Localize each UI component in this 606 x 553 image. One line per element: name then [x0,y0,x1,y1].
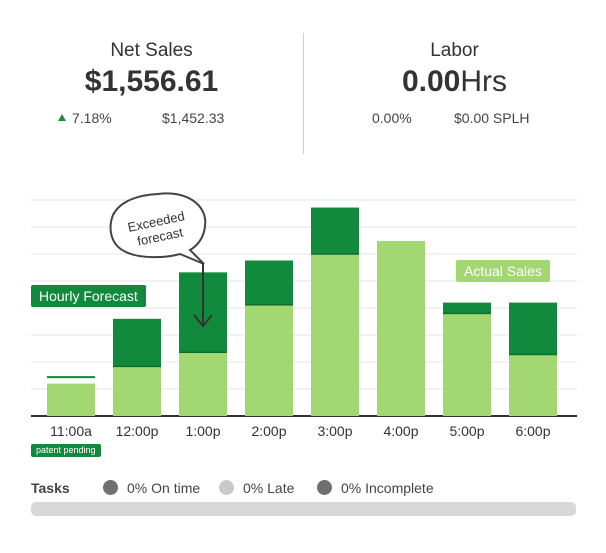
actual-sales-bar [245,304,293,416]
tasks-on-time: 0% On time [127,480,201,496]
forecast-bar [311,207,359,254]
x-tick-label: 1:00p [185,423,220,439]
labor-title: Labor [430,40,479,61]
x-tick-label: 2:00p [251,423,286,439]
net-sales-value: $1,556.61 [84,65,219,98]
labor-unit: Hrs [460,65,508,98]
hourly-forecast-legend: Hourly Forecast [31,285,146,307]
forecast-bar [113,318,161,367]
actual-sales-legend: Actual Sales [456,260,550,282]
on-time-status-dot [103,480,118,495]
x-tick-label: 5:00p [449,423,484,439]
net-sales-comparison: $1,452.33 [162,110,225,126]
exceeded-forecast-callout: Exceeded forecast [109,192,207,265]
actual-sales-bar [377,241,425,416]
callout-bubble [109,192,207,265]
x-tick-label: 3:00p [317,423,352,439]
actual-sales-bar [113,366,161,416]
net-sales-title: Net Sales [110,40,193,61]
net-sales-panel: Net Sales $1,556.61 [0,30,303,99]
x-tick-label: 4:00p [383,423,418,439]
labor-hours: 0.00 [401,65,461,98]
forecast-bar [245,260,293,305]
labor-panel: Labor 0.00Hrs [303,30,606,99]
chart-x-labels: 11:00a 12:00p 1:00p 2:00p 3:00p 4:00p 5:00p 6:0… [50,423,551,439]
net-sales-change: 7.18% [58,110,112,126]
actual-sales-bar [509,354,557,416]
up-arrow-icon [58,114,66,121]
tasks-incomplete: 0% Incomplete [341,480,434,496]
x-tick-label: 11:00a [50,423,92,439]
patent-pending-badge: patent pending [31,444,101,457]
incomplete-status-dot [317,480,332,495]
labor-percent: 0.00% [372,110,412,126]
actual-sales-bar [47,383,95,416]
forecast-bar [443,302,491,314]
actual-sales-bar [179,352,227,416]
labor-splh: $0.00 SPLH [454,110,530,126]
actual-sales-bar [443,313,491,416]
hourly-sales-chart: 11:00a 12:00p 1:00p 2:00p 3:00p 4:00p 5:00p 6:0… [31,192,577,439]
forecast-bar [509,302,557,355]
late-status-dot [219,480,234,495]
x-tick-label: 6:00p [515,423,550,439]
callout-arrow-head [193,314,213,328]
callout-arrow [193,263,213,328]
x-tick-label: 12:00p [116,423,159,439]
panel-divider [303,33,304,154]
actual-sales-bar [311,254,359,416]
net-sales-change-value: 7.18% [72,110,112,126]
tasks-progress-bar [31,502,576,516]
labor-value: 0.00Hrs [303,65,606,99]
tasks-label: Tasks [31,480,70,496]
tasks-late: 0% Late [243,480,295,496]
